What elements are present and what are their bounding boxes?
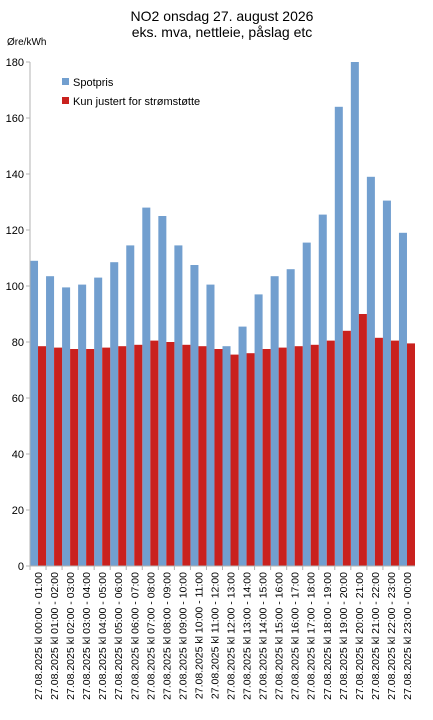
stromstotte-bar [310,344,319,566]
x-tick-label: 27.08.2025 kl 16:00 - 17:00 [290,572,302,700]
y-tick-label: 160 [6,113,24,125]
x-tick-label: 27.08.2025 kl 14:00 - 15:00 [258,572,270,700]
y-axis-label: Øre/kWh [7,37,46,48]
stromstotte-bar [150,340,159,566]
spotpris-bar [46,276,55,566]
x-tick-label: 27.08.2025 kl 12:00 - 13:00 [226,572,238,700]
stromstotte-bar [102,347,111,566]
x-tick-label: 27.08.2025 kl 22:00 - 23:00 [386,572,398,700]
y-tick-label: 100 [6,281,24,293]
x-tick-label: 27.08.2025 kl 21:00 - 22:00 [370,572,382,700]
spotpris-bar [158,216,167,566]
stromstotte-bar [38,346,47,566]
y-tick-label: 140 [6,169,24,181]
x-tick-label: 27.08.2025 kl 10:00 - 11:00 [193,572,205,699]
legend: Spotpris Kun justert for strømstøtte [62,77,200,108]
stromstotte-bar [326,340,335,566]
x-tick-label: 27.08.2025 kl 07:00 - 08:00 [145,572,157,700]
stromstotte-bar [182,344,191,566]
spotpris-bar [142,207,151,566]
stromstotte-bar [246,353,255,566]
x-tick-label: 27.08.2025 kl 04:00 - 05:00 [97,572,109,700]
spotpris-bar [190,265,199,566]
legend-swatch-stromstotte [62,97,69,104]
stromstotte-bar [374,337,383,566]
stromstotte-bar [198,346,207,566]
legend-label-spotpris: Spotpris [73,77,114,89]
spotpris-bar [206,284,215,566]
stromstotte-bar [390,340,399,566]
x-tick-label: 27.08.2025 kl 03:00 - 04:00 [81,572,93,700]
stromstotte-bar [118,346,127,566]
y-tick-label: 80 [12,337,24,349]
spotpris-bar [94,277,103,566]
y-tick-label: 40 [12,449,24,461]
spotpris-bar [78,284,87,566]
x-tick-label: 27.08.2025 kl 23:00 - 00:00 [402,572,414,700]
spotpris-bar [286,269,295,566]
stromstotte-bar [70,349,79,566]
legend-swatch-spotpris [62,78,69,85]
stromstotte-bar [342,330,351,566]
stromstotte-bar [54,347,63,566]
spotpris-bar [334,106,343,567]
spotpris-bar [302,242,311,566]
spotpris-bar [126,245,135,566]
stromstotte-bar [358,314,367,566]
x-tick-label: 27.08.2025 kl 17:00 - 18:00 [306,572,318,700]
spotpris-bar [270,276,279,566]
spotpris-bar [350,62,359,566]
x-tick-label: 27.08.2025 kl 20:00 - 21:00 [354,572,366,700]
x-tick-label: 27.08.2025 kl 18:00 - 19:00 [322,572,334,700]
x-tick-label: 27.08.2025 kl 08:00 - 09:00 [161,572,173,700]
stromstotte-bar [230,354,239,566]
stromstotte-bar [166,342,175,566]
stromstotte-bar [262,349,271,566]
x-tick-label: 27.08.2025 kl 09:00 - 10:00 [177,572,189,700]
x-tick-label: 27.08.2025 kl 15:00 - 16:00 [274,572,286,700]
stromstotte-bar [294,346,303,566]
chart-title-line2: eks. mva, nettleie, påslag etc [132,24,313,40]
spotpris-bar [366,176,375,567]
stromstotte-bar [278,347,287,566]
spotpris-bar [222,346,231,566]
x-tick-label: 27.08.2025 kl 00:00 - 01:00 [33,572,45,700]
x-tick-label: 27.08.2025 kl 11:00 - 12:00 [209,572,221,699]
bars-group [30,62,415,567]
spotpris-bar [254,294,263,566]
y-tick-label: 180 [6,57,24,69]
x-tick-label: 27.08.2025 kl 05:00 - 06:00 [113,572,125,700]
y-tick-label: 0 [18,561,24,573]
spotpris-bar [382,200,391,566]
x-tick-label: 27.08.2025 kl 19:00 - 20:00 [338,572,350,700]
legend-label-stromstotte: Kun justert for strømstøtte [73,96,200,108]
y-tick-label: 120 [6,225,24,237]
x-tick-label: 27.08.2025 kl 01:00 - 02:00 [49,572,61,700]
y-tick-label: 20 [12,505,24,517]
x-tick-group: 27.08.2025 kl 00:00 - 01:00 27.08.2025 kl… [29,566,414,700]
x-tick-label: 27.08.2025 kl 06:00 - 07:00 [129,572,141,700]
spotpris-bar [30,260,39,566]
stromstotte-bar [214,349,223,566]
spotpris-bar [238,326,247,566]
spotpris-bar [174,245,183,566]
spotpris-bar [110,262,119,566]
chart-title-line1: NO2 onsdag 27. august 2026 [131,8,314,24]
spotpris-bar [318,214,327,566]
x-tick-label: 27.08.2025 kl 13:00 - 14:00 [242,572,254,700]
spotpris-bar [398,232,407,567]
y-tick-label: 60 [12,393,24,405]
stromstotte-bar [134,344,143,566]
x-tick-label: 27.08.2025 kl 02:00 - 03:00 [65,572,77,700]
stromstotte-bar [406,343,415,566]
spotpris-bar [62,287,71,566]
y-tick-group: 0 20 40 60 80 100 120 140 160 180 [6,57,30,573]
stromstotte-bar [86,349,95,566]
